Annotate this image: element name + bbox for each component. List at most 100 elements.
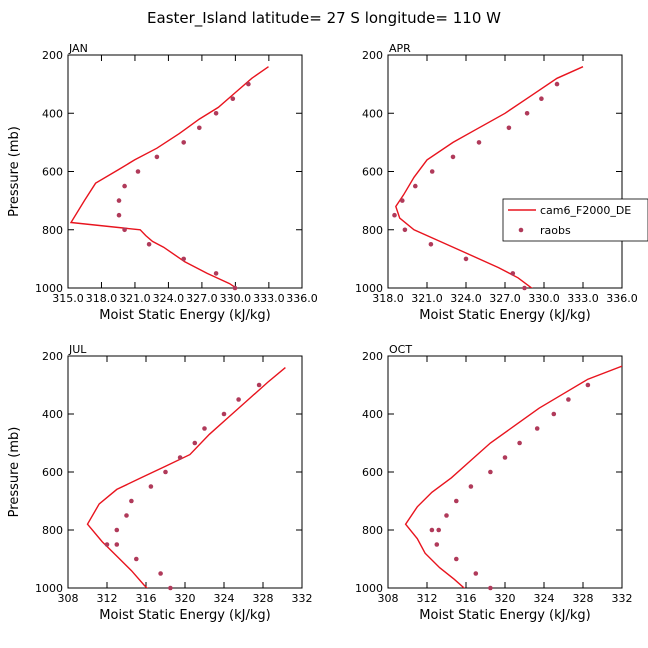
x-tick-label: 327.0 [186,292,218,305]
y-tick-label: 600 [42,466,63,479]
legend-dot-swatch [518,227,524,233]
raobs-point [230,96,236,101]
raobs-point [454,556,459,562]
raobs-point [192,440,198,446]
raobs-point [256,382,262,388]
x-tick-label: 324.0 [153,292,185,305]
raobs-point [454,498,459,504]
x-axis-label: Moist Static Energy (kJ/kg) [99,308,270,323]
x-tick-label: 330.0 [220,292,252,305]
raobs-point [232,285,238,291]
raobs-point [434,542,440,547]
y-tick-label: 200 [42,49,63,62]
raobs-point [154,154,160,160]
raobs-point [134,556,139,562]
model-profile-line [86,367,286,588]
y-axis-label: Pressure (mb) [7,427,22,518]
raobs-point [122,227,127,233]
raobs-point [522,285,527,291]
raobs-point [246,81,251,87]
raobs-point [517,440,522,446]
plot-frame [67,355,303,589]
raobs-point [181,256,186,262]
x-tick-label: 320 [495,592,516,605]
raobs-point [436,527,442,533]
x-tick-label: 324 [214,592,235,605]
raobs-point [551,411,557,417]
x-tick-label: 320 [175,592,196,605]
x-tick-label: 330.0 [528,292,560,305]
figure-title: Easter_Island latitude= 27 S longitude= … [147,9,501,28]
y-tick-label: 800 [362,524,383,537]
raobs-point [488,469,493,475]
plot-frame [67,54,303,289]
x-tick-label: 328 [573,592,594,605]
x-tick-label: 318.0 [372,292,404,305]
x-tick-label: 333.0 [567,292,599,305]
y-tick-label: 800 [42,524,63,537]
model-profile-line [395,66,584,288]
raobs-point [213,271,219,276]
raobs-point [502,455,508,460]
x-tick-label: 336.0 [606,292,638,305]
raobs-point [114,527,120,533]
x-tick-label: 316 [456,592,477,605]
raobs-point [488,585,493,591]
raobs-point [116,212,122,218]
x-tick-label: 324.0 [450,292,482,305]
raobs-point [468,484,474,489]
raobs-point [429,527,435,533]
raobs-point [221,411,227,417]
y-tick-label: 400 [362,107,383,120]
panel-label: OCT [389,343,412,356]
x-tick-label: 312 [417,592,438,605]
x-tick-label: 324 [534,592,555,605]
raobs-point [473,571,479,576]
raobs-point [428,242,434,247]
raobs-point [122,183,127,189]
x-tick-label: 312 [97,592,118,605]
x-tick-label: 321.0 [411,292,443,305]
raobs-point [392,212,397,218]
y-axis-label: Pressure (mb) [7,126,22,217]
y-tick-label: 1000 [355,282,383,295]
x-tick-label: 308 [58,592,79,605]
y-tick-label: 600 [362,466,383,479]
y-tick-label: 200 [362,49,383,62]
raobs-point [114,542,120,547]
raobs-point [124,513,129,518]
y-tick-label: 400 [42,107,63,120]
raobs-point [148,484,154,489]
raobs-point [202,426,207,431]
x-tick-label: 332 [612,592,633,605]
raobs-point [197,125,202,131]
raobs-point [566,397,571,402]
raobs-point [463,256,469,262]
raobs-point [163,469,168,475]
raobs-point [181,140,186,145]
legend-obs-label: raobs [540,224,571,237]
raobs-point [146,242,152,247]
y-tick-label: 600 [362,166,383,179]
panel-oct: OCT 308 312 316 320 324 328 332 200 400 600 800 1000… [355,343,633,623]
x-tick-label: 318.0 [86,292,118,305]
raobs-point [104,542,110,547]
x-tick-label: 336.0 [286,292,318,305]
raobs-point [129,498,134,504]
x-tick-label: 328 [253,592,274,605]
legend-box [502,198,648,242]
y-tick-label: 1000 [35,582,63,595]
raobs-point [402,227,408,233]
y-tick-label: 200 [42,350,63,363]
raobs-point [135,169,141,174]
legend: cam6_F2000_DE raobs [502,198,648,242]
raobs-point [585,382,591,388]
panel-apr: APR 318.0 321.0 324.0 327.0 330.0 333.0 336.0 20… [355,42,638,323]
model-profile-line [404,365,622,588]
raobs-point [429,169,435,174]
raobs-point [168,585,173,591]
x-tick-label: 327.0 [489,292,521,305]
y-tick-label: 600 [42,166,63,179]
